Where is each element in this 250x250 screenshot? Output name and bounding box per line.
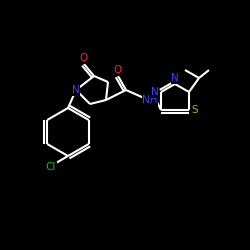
Text: Cl: Cl [46, 162, 56, 172]
Text: S: S [192, 105, 198, 115]
Text: O: O [79, 53, 87, 63]
Text: N: N [171, 73, 179, 83]
Text: N: N [151, 87, 159, 97]
Text: N: N [72, 85, 80, 95]
Text: NH: NH [142, 95, 158, 105]
Text: O: O [113, 65, 121, 75]
